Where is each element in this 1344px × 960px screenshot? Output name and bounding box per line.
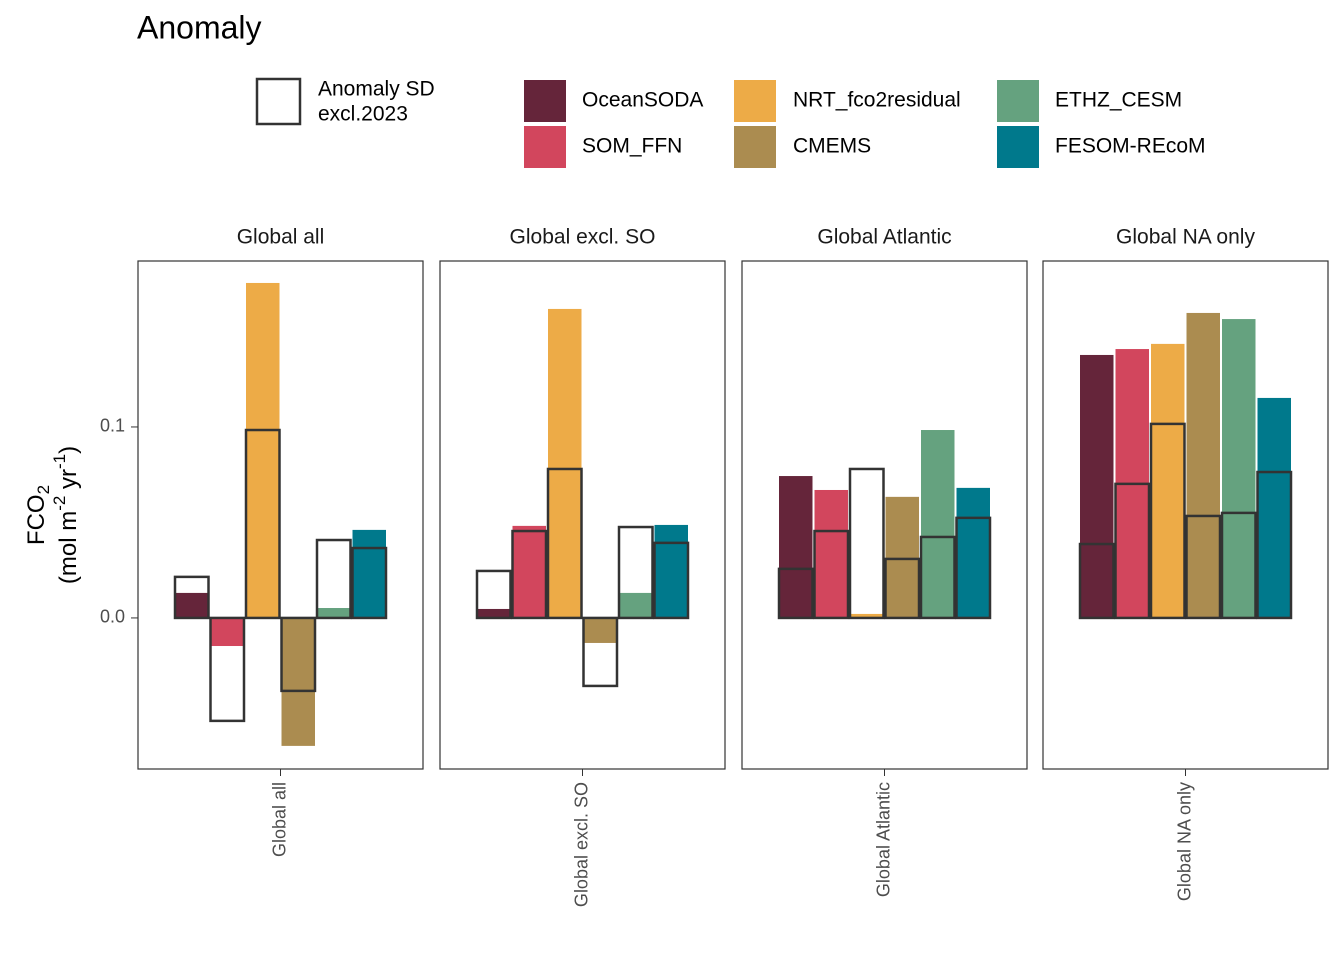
sd-box — [1114, 482, 1151, 620]
legend-label: CMEMS — [793, 135, 871, 158]
bar — [885, 496, 919, 618]
y-unit-part: yr — [55, 469, 82, 496]
bar — [619, 592, 653, 618]
bar — [246, 282, 280, 618]
strip-label: Global NA only — [1116, 226, 1255, 249]
sd-legend-key — [255, 77, 302, 126]
sd-box — [315, 538, 352, 620]
legend-label: SOM_FFN — [582, 135, 682, 158]
legend-label: NRT_fco2residual — [793, 89, 961, 112]
panel-border — [439, 260, 726, 770]
legend-key — [734, 126, 776, 168]
sd-box — [617, 525, 654, 620]
x-tick-label: Global all — [269, 782, 289, 857]
sd-box — [280, 616, 317, 693]
bar — [1186, 312, 1220, 618]
strip-label: Global Atlantic — [817, 226, 951, 249]
sd-box — [511, 529, 548, 620]
sd-box — [546, 467, 583, 620]
sd-box — [209, 616, 246, 723]
bar — [921, 430, 955, 618]
x-tick-label: Global excl. SO — [571, 782, 591, 907]
bar — [352, 529, 386, 618]
legend-key — [997, 80, 1039, 122]
bar — [779, 476, 813, 618]
sd-box — [1185, 514, 1222, 620]
sd-box — [813, 529, 850, 620]
sd-box — [848, 467, 885, 620]
chart-title: Anomaly — [137, 9, 262, 45]
sd-box — [884, 557, 921, 620]
bar — [583, 617, 617, 643]
y-tick-label: 0.0 — [100, 607, 125, 627]
bar — [1151, 343, 1185, 618]
sd-box — [475, 569, 512, 620]
sd-box — [1149, 422, 1186, 620]
panel-border — [741, 260, 1028, 770]
y-unit-sup: -1 — [50, 454, 69, 469]
legend-label: OceanSODA — [582, 89, 703, 112]
y-unit-part: (mol m — [55, 511, 82, 584]
y-axis-unit: (mol m-2 yr-1) — [50, 446, 82, 584]
sd-box — [1256, 470, 1293, 620]
bar — [512, 525, 546, 618]
legend-key — [734, 80, 776, 122]
sd-legend-label: excl.2023 — [318, 103, 408, 126]
legend-key — [524, 126, 566, 168]
legend-key — [997, 126, 1039, 168]
bar — [1222, 319, 1256, 618]
bar — [654, 524, 688, 618]
sd-box — [1220, 511, 1257, 620]
y-unit-part: ) — [55, 446, 82, 454]
bar — [317, 608, 351, 618]
bar — [1080, 354, 1114, 618]
sd-box — [582, 616, 619, 688]
sd-box — [351, 546, 388, 620]
sd-box — [653, 541, 690, 620]
legend-label: ETHZ_CESM — [1055, 89, 1182, 112]
y-title-sub: 2 — [34, 485, 53, 494]
panel-border — [1042, 260, 1329, 770]
legend-label: FESOM-REcoM — [1055, 135, 1206, 158]
legend-key — [524, 80, 566, 122]
bar — [850, 613, 884, 618]
sd-legend-label: Anomaly SD — [318, 78, 435, 101]
bar — [210, 617, 244, 647]
x-tick-label: Global NA only — [1174, 782, 1194, 901]
sd-box — [955, 516, 992, 620]
bar — [1257, 397, 1291, 618]
bar — [956, 487, 990, 618]
y-axis-title: FCO2 — [23, 485, 53, 545]
bar — [477, 608, 511, 618]
sd-box — [777, 567, 814, 620]
sd-box — [1078, 542, 1115, 620]
bar — [548, 308, 582, 618]
strip-label: Global all — [237, 226, 325, 249]
bar — [175, 592, 209, 618]
y-unit-sup: -2 — [50, 496, 69, 511]
x-tick-label: Global Atlantic — [873, 782, 893, 897]
bar — [814, 489, 848, 618]
panel-border — [137, 260, 424, 770]
sd-box — [919, 535, 956, 620]
strip-label: Global excl. SO — [510, 226, 656, 249]
sd-box — [173, 575, 210, 620]
bar — [281, 617, 315, 746]
sd-box — [244, 428, 281, 620]
y-tick-label: 0.1 — [100, 416, 125, 436]
y-title-main: FCO — [23, 494, 50, 545]
